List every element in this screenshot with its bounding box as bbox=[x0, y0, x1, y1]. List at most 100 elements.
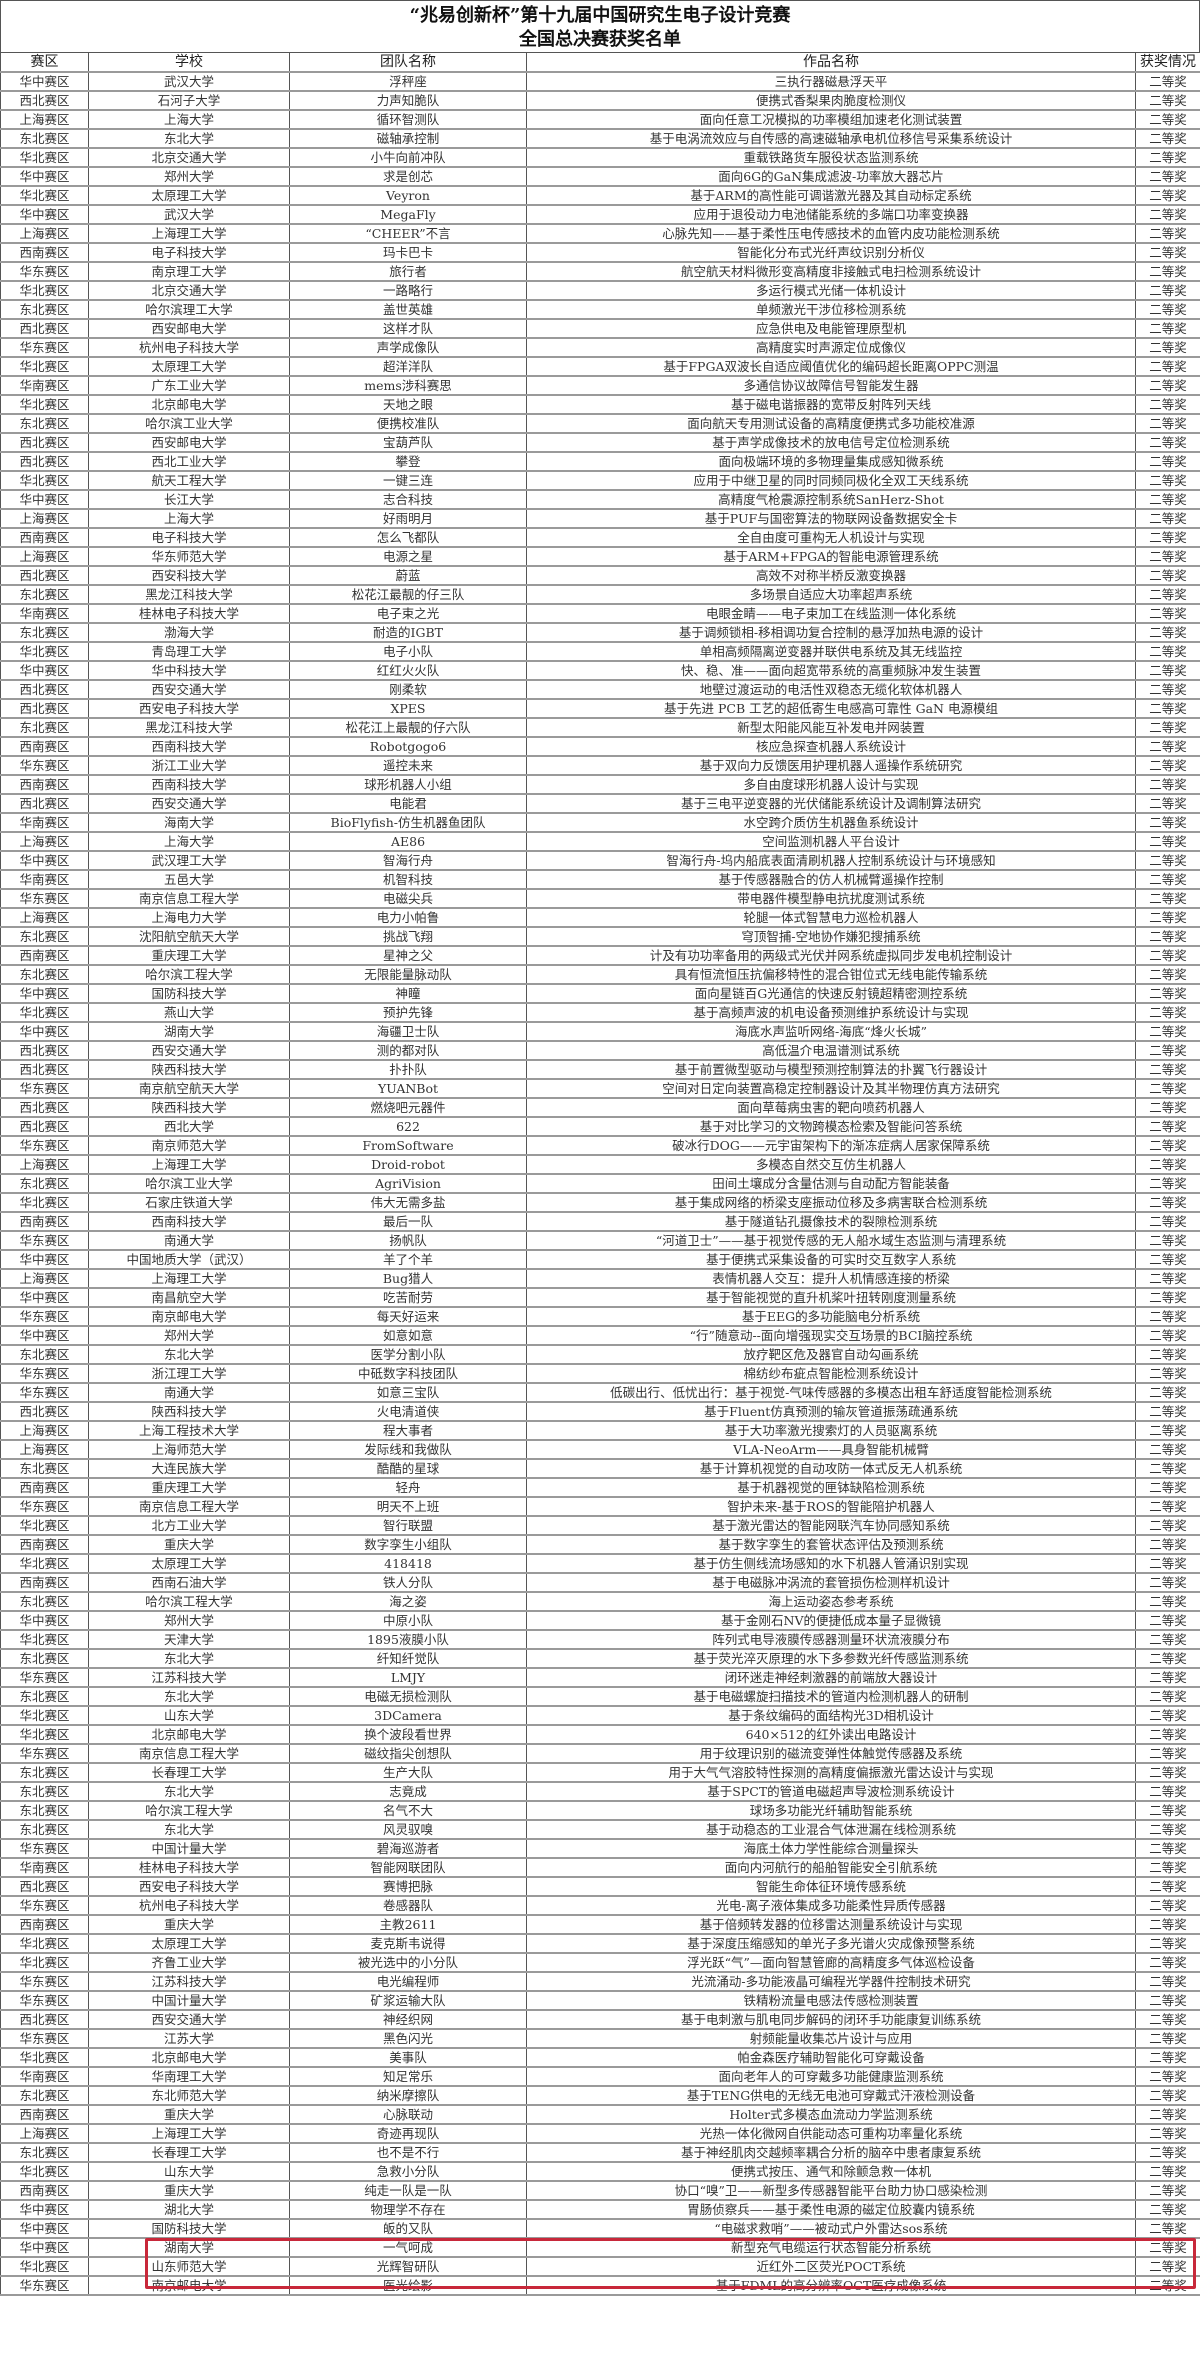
cell-region: 华东赛区 bbox=[0, 337, 89, 358]
table-row: 西南赛区 重庆大学 纯走一队是一队 协口“嗅”卫——新型多传感器智能平台助力协口感染检… bbox=[0, 2180, 1200, 2201]
cell-region: 东北赛区 bbox=[0, 1344, 89, 1365]
cell-award: 二等奖 bbox=[1135, 1116, 1200, 1137]
table-row: 西北赛区 西安交通大学 电能君 基于三电平逆变器的光伏储能系统设计及调制算法研究 二等奖 bbox=[0, 793, 1200, 814]
cell-school: 中国计量大学 bbox=[88, 1990, 290, 2011]
cell-work: 基于集成网络的桥梁支座振动位移及多病害联合检测系统 bbox=[526, 1192, 1136, 1213]
table-header-row: 赛区 学校 团队名称 作品名称 获奖情况 bbox=[0, 52, 1200, 73]
cell-award: 二等奖 bbox=[1135, 812, 1200, 833]
cell-work: 应用于退役动力电池储能系统的多端口功率变换器 bbox=[526, 204, 1136, 225]
cell-team: 一气呵成 bbox=[289, 2237, 527, 2258]
cell-school: 北京邮电大学 bbox=[88, 2047, 290, 2068]
cell-region: 华北赛区 bbox=[0, 280, 89, 301]
cell-school: 重庆大学 bbox=[88, 1534, 290, 1555]
cell-school: 北京交通大学 bbox=[88, 280, 290, 301]
cell-work: 协口“嗅”卫——新型多传感器智能平台助力协口感染检测 bbox=[526, 2180, 1136, 2201]
cell-school: 哈尔滨工程大学 bbox=[88, 964, 290, 985]
cell-work: 高低温介电温谱测试系统 bbox=[526, 1040, 1136, 1061]
cell-school: 武汉大学 bbox=[88, 71, 290, 92]
cell-award: 二等奖 bbox=[1135, 2047, 1200, 2068]
cell-work: 新型充气电缆运行状态智能分析系统 bbox=[526, 2237, 1136, 2258]
cell-region: 华南赛区 bbox=[0, 2066, 89, 2087]
cell-award: 二等奖 bbox=[1135, 2085, 1200, 2106]
cell-team: 赛博把脉 bbox=[289, 1876, 527, 1897]
cell-award: 二等奖 bbox=[1135, 1971, 1200, 1992]
cell-work: 基于大功率激光搜索灯的人员驱离系统 bbox=[526, 1420, 1136, 1441]
cell-region: 东北赛区 bbox=[0, 964, 89, 985]
cell-team: 也不是不行 bbox=[289, 2142, 527, 2163]
cell-award: 二等奖 bbox=[1135, 679, 1200, 700]
cell-school: 南京邮电大学 bbox=[88, 2275, 290, 2296]
table-row: 华北赛区 北京邮电大学 美事队 帕金森医疗辅助智能化可穿戴设备 二等奖 bbox=[0, 2047, 1200, 2068]
cell-school: 西南科技大学 bbox=[88, 736, 290, 757]
cell-school: 西安邮电大学 bbox=[88, 318, 290, 339]
cell-team: 好雨明月 bbox=[289, 508, 527, 529]
cell-award: 二等奖 bbox=[1135, 1572, 1200, 1593]
cell-region: 华中赛区 bbox=[0, 1021, 89, 1042]
cell-school: 五邑大学 bbox=[88, 869, 290, 890]
cell-work: 浮光跃“气”—面向智慧管廊的高精度多气体巡检设备 bbox=[526, 1952, 1136, 1973]
cell-team: 扬帆队 bbox=[289, 1230, 527, 1251]
cell-award: 二等奖 bbox=[1135, 261, 1200, 282]
cell-school: 沈阳航空航天大学 bbox=[88, 926, 290, 947]
cell-work: 面向6G的GaN集成滤波-功率放大器芯片 bbox=[526, 166, 1136, 187]
cell-award: 二等奖 bbox=[1135, 1781, 1200, 1802]
cell-award: 二等奖 bbox=[1135, 565, 1200, 586]
cell-award: 二等奖 bbox=[1135, 71, 1200, 92]
cell-team: 医光绘影 bbox=[289, 2275, 527, 2296]
table-row: 东北赛区 渤海大学 耐造的IGBT 基于调频锁相-移相调功复合控制的悬浮加热电源的设计… bbox=[0, 622, 1200, 643]
cell-award: 二等奖 bbox=[1135, 1230, 1200, 1251]
cell-award: 二等奖 bbox=[1135, 1686, 1200, 1707]
cell-region: 华中赛区 bbox=[0, 2218, 89, 2239]
cell-award: 二等奖 bbox=[1135, 774, 1200, 795]
cell-work: 光电-离子液体集成多功能柔性异质传感器 bbox=[526, 1895, 1136, 1916]
cell-award: 二等奖 bbox=[1135, 2104, 1200, 2125]
cell-region: 东北赛区 bbox=[0, 1458, 89, 1479]
table-row: 华南赛区 桂林电子科技大学 智能网联团队 面向内河航行的船舶智能安全引航系统 二等奖 bbox=[0, 1857, 1200, 1878]
cell-team: 浮秤座 bbox=[289, 71, 527, 92]
cell-team: XPES bbox=[289, 698, 527, 719]
cell-work: 便携式按压、通气和除颤急救一体机 bbox=[526, 2161, 1136, 2182]
cell-region: 西北赛区 bbox=[0, 1401, 89, 1422]
cell-team: 皈的又队 bbox=[289, 2218, 527, 2239]
cell-region: 华北赛区 bbox=[0, 356, 89, 377]
cell-school: 东北大学 bbox=[88, 1344, 290, 1365]
cell-team: 物理学不存在 bbox=[289, 2199, 527, 2220]
cell-work: 基于对比学习的文物跨模态检索及智能问答系统 bbox=[526, 1116, 1136, 1137]
cell-team: 伟大无需多盐 bbox=[289, 1192, 527, 1213]
cell-region: 东北赛区 bbox=[0, 128, 89, 149]
cell-region: 华南赛区 bbox=[0, 603, 89, 624]
cell-team: 医学分割小队 bbox=[289, 1344, 527, 1365]
cell-school: 南京师范大学 bbox=[88, 1135, 290, 1156]
cell-award: 二等奖 bbox=[1135, 1629, 1200, 1650]
table-row: 华北赛区 北京交通大学 一路略行 多运行模式光储一体机设计 二等奖 bbox=[0, 280, 1200, 301]
table-row: 东北赛区 哈尔滨理工大学 盖世英雄 单频激光干涉位移检测系统 二等奖 bbox=[0, 299, 1200, 320]
cell-region: 华北赛区 bbox=[0, 1192, 89, 1213]
cell-work: 破冰行DOG——元宇宙架构下的渐冻症病人居家保障系统 bbox=[526, 1135, 1136, 1156]
table-row: 西北赛区 西北大学 622 基于对比学习的文物跨模态检索及智能问答系统 二等奖 bbox=[0, 1116, 1200, 1137]
cell-school: 黑龙江科技大学 bbox=[88, 717, 290, 738]
cell-team: 松花江上最靓的仔六队 bbox=[289, 717, 527, 738]
cell-school: 华中科技大学 bbox=[88, 660, 290, 681]
cell-school: 哈尔滨理工大学 bbox=[88, 299, 290, 320]
table-row: 华东赛区 江苏科技大学 电光编程师 光流涌动-多功能液晶可编程光学器件控制技术研究 二等… bbox=[0, 1971, 1200, 1992]
cell-region: 华中赛区 bbox=[0, 1325, 89, 1346]
cell-award: 二等奖 bbox=[1135, 1819, 1200, 1840]
cell-work: “电磁求救哨”——被动式户外雷达sos系统 bbox=[526, 2218, 1136, 2239]
cell-award: 二等奖 bbox=[1135, 432, 1200, 453]
cell-team: 海之姿 bbox=[289, 1591, 527, 1612]
cell-region: 西南赛区 bbox=[0, 1477, 89, 1498]
cell-region: 西南赛区 bbox=[0, 774, 89, 795]
cell-school: 重庆大学 bbox=[88, 2180, 290, 2201]
cell-award: 二等奖 bbox=[1135, 1021, 1200, 1042]
table-row: 华南赛区 五邑大学 机智科技 基于传感器融合的仿人机械臂遥操作控制 二等奖 bbox=[0, 869, 1200, 890]
cell-award: 二等奖 bbox=[1135, 850, 1200, 871]
cell-work: 基于Fluent仿真预测的输灰管道振荡疏通系统 bbox=[526, 1401, 1136, 1422]
cell-region: 西北赛区 bbox=[0, 1116, 89, 1137]
cell-team: Robotgogo6 bbox=[289, 736, 527, 757]
cell-work: 基于前置微型驱动与模型预测控制算法的扑翼飞行器设计 bbox=[526, 1059, 1136, 1080]
cell-work: 海上运动姿态参考系统 bbox=[526, 1591, 1136, 1612]
cell-region: 西南赛区 bbox=[0, 242, 89, 263]
cell-work: Holter式多模态血流动力学监测系统 bbox=[526, 2104, 1136, 2125]
cell-work: 单频激光干涉位移检测系统 bbox=[526, 299, 1136, 320]
cell-school: 东北大学 bbox=[88, 1781, 290, 1802]
